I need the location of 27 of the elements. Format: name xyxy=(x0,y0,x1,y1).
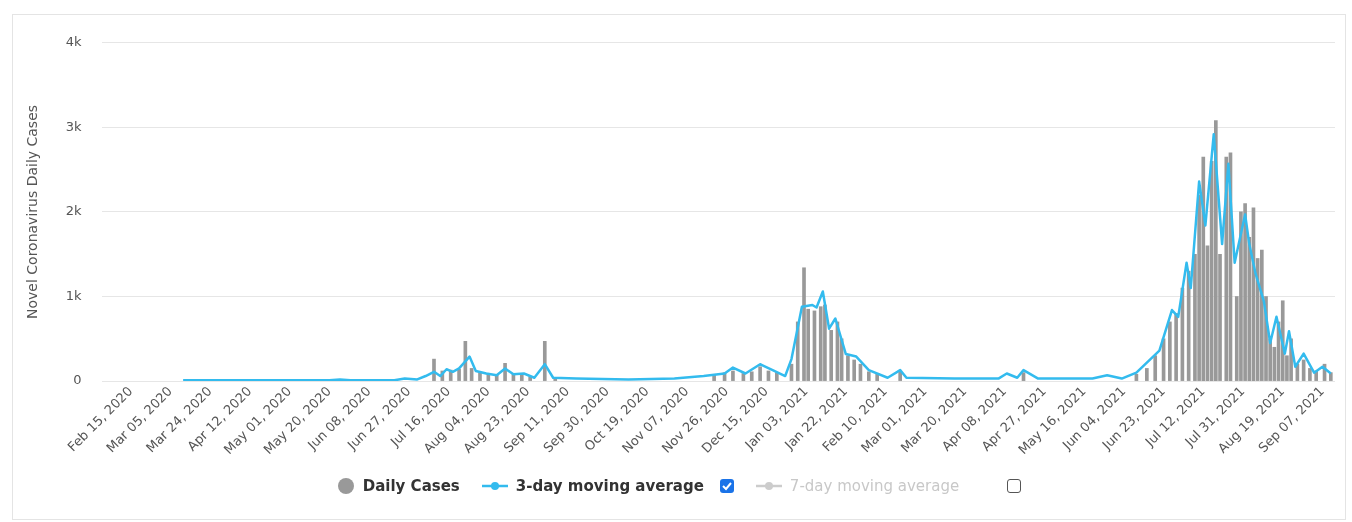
bar xyxy=(1153,355,1158,381)
bar xyxy=(1174,313,1178,381)
bar xyxy=(866,371,871,381)
bar xyxy=(1308,368,1312,381)
bar xyxy=(846,355,850,381)
y-tick-label: 2k xyxy=(65,203,83,219)
y-tick-label: 1k xyxy=(65,287,83,303)
bar xyxy=(823,304,827,381)
bar xyxy=(749,371,754,381)
bar xyxy=(1201,156,1206,381)
bar xyxy=(818,306,823,381)
bar xyxy=(802,267,806,381)
bar xyxy=(1145,368,1149,381)
y-axis-title: Novel Coronavirus Daily Cases xyxy=(24,104,41,319)
y-tick-label: 0 xyxy=(73,372,82,388)
bar xyxy=(457,368,461,381)
bar xyxy=(1243,203,1247,381)
legend-label: 3-day moving average xyxy=(515,477,704,495)
bar xyxy=(852,359,857,381)
bar xyxy=(829,330,834,381)
y-tick-label: 4k xyxy=(65,34,83,50)
y-tick-label: 3k xyxy=(65,118,83,134)
bar xyxy=(758,366,762,381)
bar xyxy=(731,370,735,381)
bar xyxy=(1260,249,1264,381)
bar xyxy=(1168,321,1172,381)
legend-label: Daily Cases xyxy=(362,477,460,495)
